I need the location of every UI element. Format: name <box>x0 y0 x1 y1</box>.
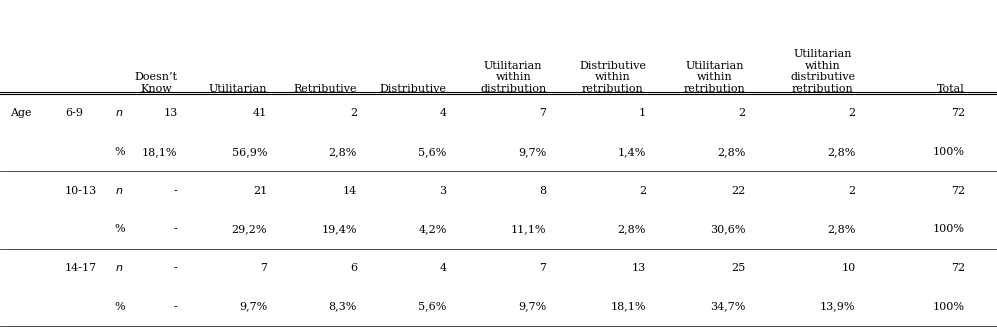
Text: $n$: $n$ <box>115 263 123 273</box>
Text: $n$: $n$ <box>115 109 123 118</box>
Text: 3: 3 <box>440 186 447 196</box>
Text: Age: Age <box>10 109 32 118</box>
Text: 13: 13 <box>164 109 177 118</box>
Text: 41: 41 <box>253 109 267 118</box>
Text: 2: 2 <box>739 109 746 118</box>
Text: 72: 72 <box>951 109 965 118</box>
Text: Utilitarian
within
distributive
retribution: Utilitarian within distributive retribut… <box>791 49 855 94</box>
Text: 6-9: 6-9 <box>65 109 83 118</box>
Text: 21: 21 <box>253 186 267 196</box>
Text: 7: 7 <box>539 263 546 273</box>
Text: Retributive: Retributive <box>293 84 357 94</box>
Text: 1,4%: 1,4% <box>618 147 646 157</box>
Text: 25: 25 <box>732 263 746 273</box>
Text: -: - <box>173 224 177 234</box>
Text: 5,6%: 5,6% <box>419 147 447 157</box>
Text: 2,8%: 2,8% <box>618 224 646 234</box>
Text: 8: 8 <box>539 186 546 196</box>
Text: %: % <box>115 224 126 234</box>
Text: 34,7%: 34,7% <box>711 302 746 311</box>
Text: -: - <box>173 186 177 196</box>
Text: 18,1%: 18,1% <box>142 147 177 157</box>
Text: 100%: 100% <box>933 302 965 311</box>
Text: 2,8%: 2,8% <box>828 147 855 157</box>
Text: 22: 22 <box>732 186 746 196</box>
Text: Utilitarian: Utilitarian <box>208 84 267 94</box>
Text: 2,8%: 2,8% <box>828 224 855 234</box>
Text: 10-13: 10-13 <box>65 186 97 196</box>
Text: 2: 2 <box>350 109 357 118</box>
Text: 14-17: 14-17 <box>65 263 97 273</box>
Text: 7: 7 <box>539 109 546 118</box>
Text: 9,7%: 9,7% <box>518 147 546 157</box>
Text: 100%: 100% <box>933 147 965 157</box>
Text: Distributive: Distributive <box>380 84 447 94</box>
Text: 4,2%: 4,2% <box>419 224 447 234</box>
Text: 11,1%: 11,1% <box>510 224 546 234</box>
Text: 18,1%: 18,1% <box>610 302 646 311</box>
Text: Utilitarian
within
retribution: Utilitarian within retribution <box>684 61 746 94</box>
Text: 13: 13 <box>632 263 646 273</box>
Text: 8,3%: 8,3% <box>329 302 357 311</box>
Text: 19,4%: 19,4% <box>321 224 357 234</box>
Text: 72: 72 <box>951 186 965 196</box>
Text: 2: 2 <box>639 186 646 196</box>
Text: -: - <box>173 302 177 311</box>
Text: 29,2%: 29,2% <box>231 224 267 234</box>
Text: 72: 72 <box>951 263 965 273</box>
Text: 2,8%: 2,8% <box>718 147 746 157</box>
Text: 4: 4 <box>440 263 447 273</box>
Text: $n$: $n$ <box>115 186 123 196</box>
Text: 7: 7 <box>260 263 267 273</box>
Text: Doesn’t
Know: Doesn’t Know <box>135 73 177 94</box>
Text: %: % <box>115 147 126 157</box>
Text: 5,6%: 5,6% <box>419 302 447 311</box>
Text: Utilitarian
within
distribution: Utilitarian within distribution <box>481 61 546 94</box>
Text: 6: 6 <box>350 263 357 273</box>
Text: 9,7%: 9,7% <box>239 302 267 311</box>
Text: 56,9%: 56,9% <box>231 147 267 157</box>
Text: 13,9%: 13,9% <box>820 302 855 311</box>
Text: %: % <box>115 302 126 311</box>
Text: 10: 10 <box>841 263 855 273</box>
Text: Distributive
within
retribution: Distributive within retribution <box>579 61 646 94</box>
Text: 2: 2 <box>848 109 855 118</box>
Text: 1: 1 <box>639 109 646 118</box>
Text: 9,7%: 9,7% <box>518 302 546 311</box>
Text: 14: 14 <box>343 186 357 196</box>
Text: 4: 4 <box>440 109 447 118</box>
Text: 2,8%: 2,8% <box>329 147 357 157</box>
Text: 30,6%: 30,6% <box>710 224 746 234</box>
Text: 2: 2 <box>848 186 855 196</box>
Text: 100%: 100% <box>933 224 965 234</box>
Text: Total: Total <box>937 84 965 94</box>
Text: -: - <box>173 263 177 273</box>
